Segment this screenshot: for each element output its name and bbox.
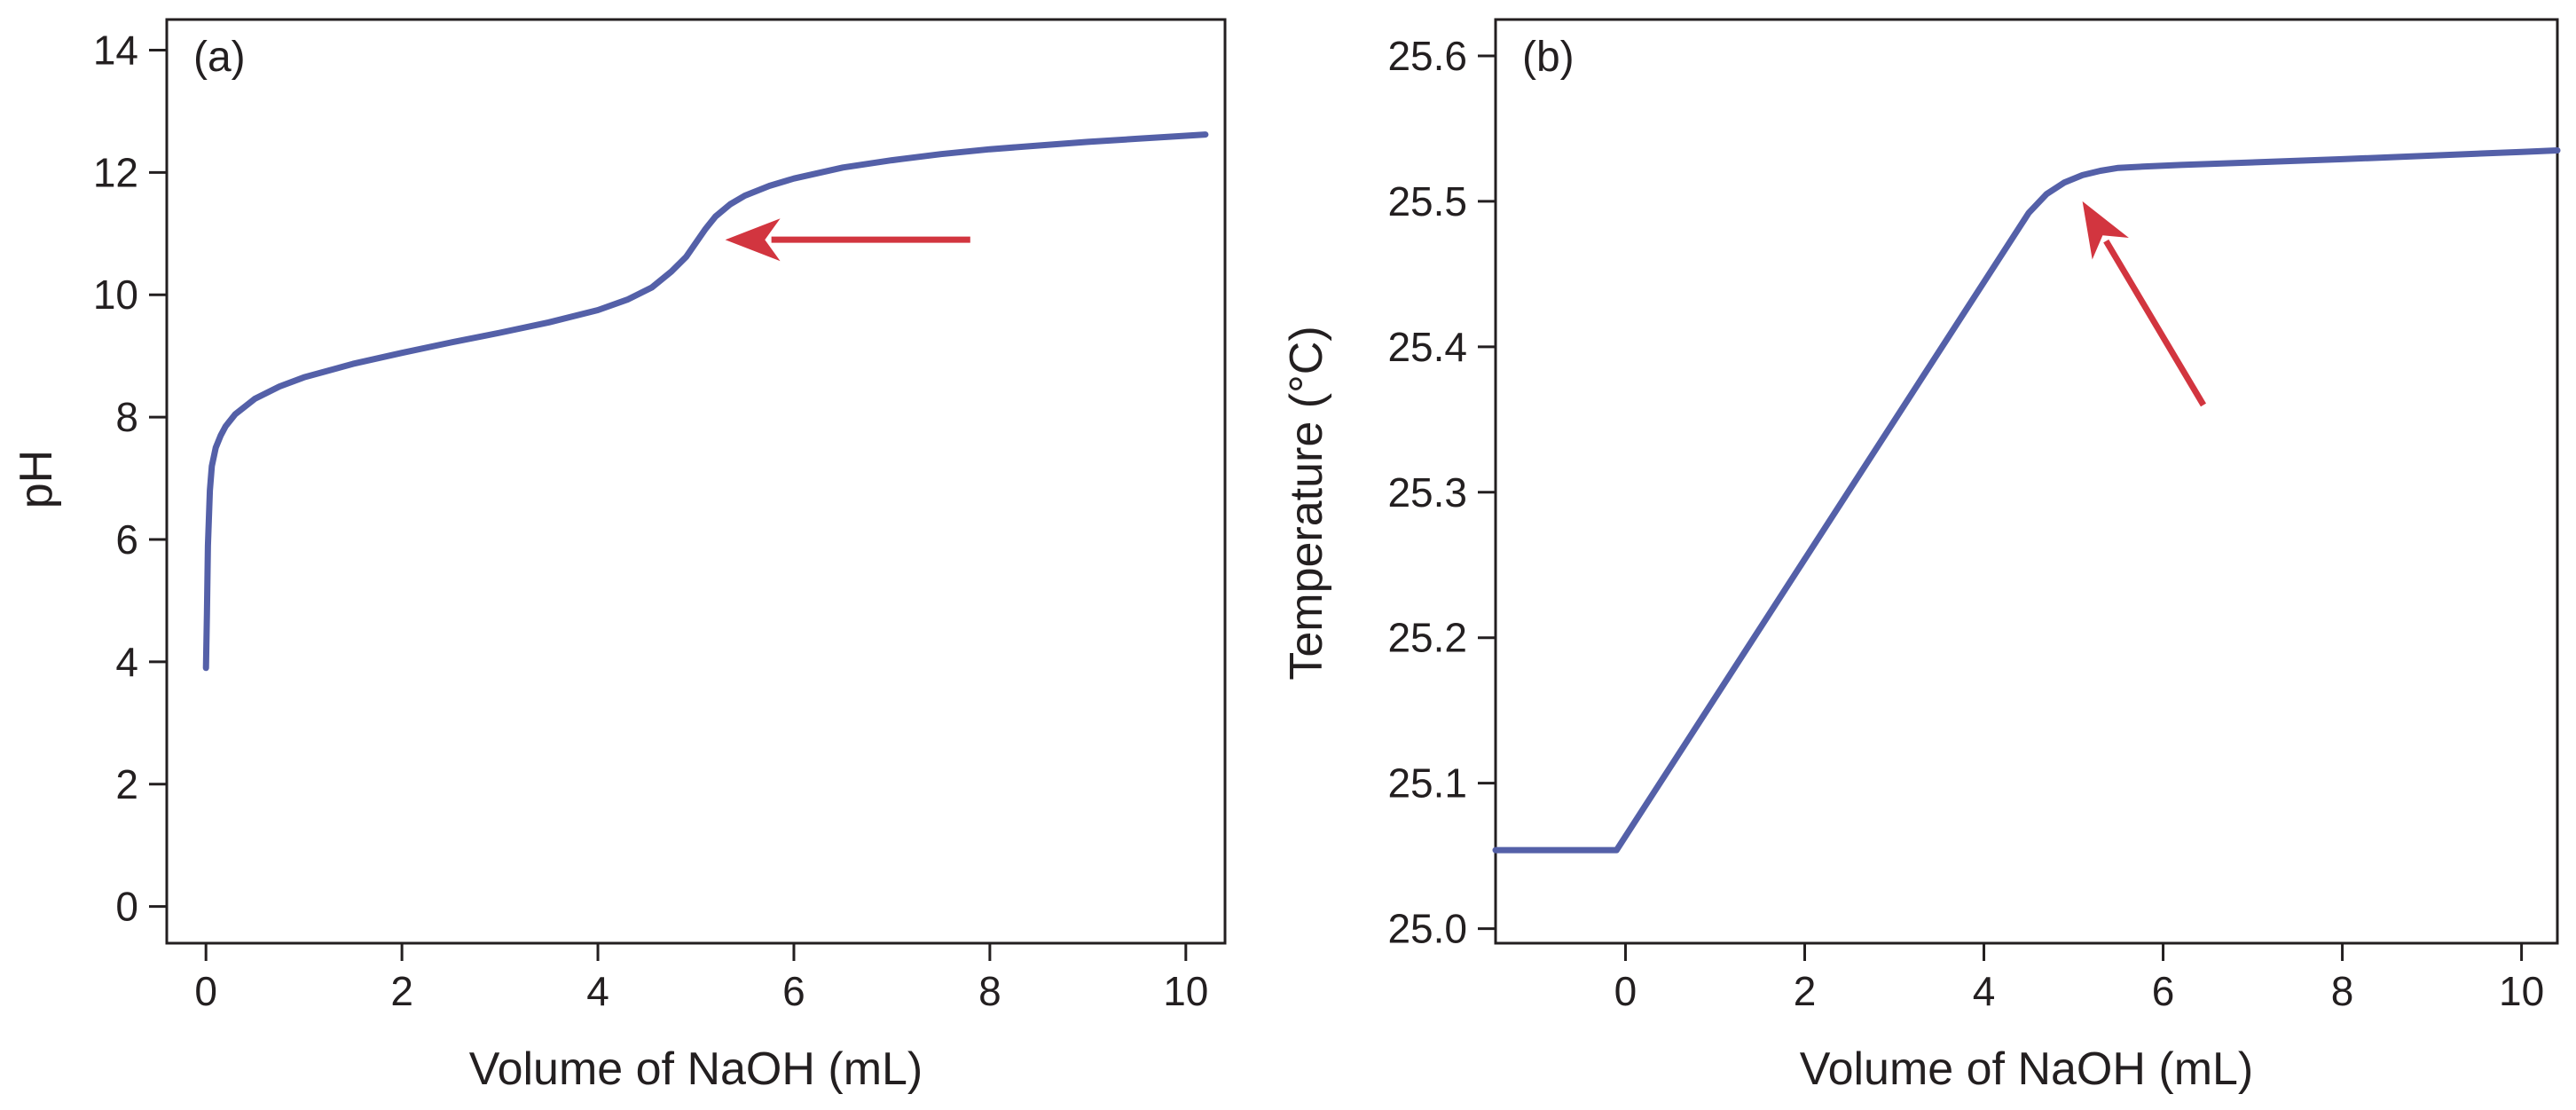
temperature-chart-panel: 0 2 4 6 8 10 25.0 25.1 25.2 25.3 25.4 25.5 25.6 Volum… xyxy=(1281,18,2561,1095)
ph-chart-panel: 0 2 4 6 8 10 0 2 4 6 8 10 12 14 Volume of NaOH (mL) pH (… xyxy=(11,18,1227,1095)
y-tick-label: 25.5 xyxy=(1387,178,1467,224)
data-series-line xyxy=(1492,147,2561,854)
y-tick-label: 25.4 xyxy=(1387,324,1467,370)
y-tick-label: 0 xyxy=(115,884,138,930)
arrow-head xyxy=(725,218,781,262)
y-tick-label: 14 xyxy=(93,27,138,73)
x-tick-label: 6 xyxy=(2152,968,2175,1014)
x-tick-label: 4 xyxy=(1973,968,1996,1014)
annotation-arrow xyxy=(725,218,970,262)
x-tick-label: 10 xyxy=(2499,968,2544,1014)
y-tick-label: 10 xyxy=(93,272,138,318)
plot-frame xyxy=(165,18,1227,945)
y-tick-label: 25.0 xyxy=(1387,906,1467,952)
y-tick-label: 25.1 xyxy=(1387,760,1467,807)
y-tick-label: 4 xyxy=(115,639,138,685)
x-axis-label: Volume of NaOH (mL) xyxy=(1800,1043,2254,1095)
arrow-shaft xyxy=(2103,239,2207,407)
panel-label: (b) xyxy=(1522,34,1575,81)
x-tick-label: 4 xyxy=(586,968,609,1014)
y-tick-label: 8 xyxy=(115,394,138,440)
x-tick-label: 2 xyxy=(390,968,413,1014)
x-tick-label: 8 xyxy=(2331,968,2354,1014)
y-axis-label: pH xyxy=(11,450,62,508)
y-tick-label: 25.3 xyxy=(1387,469,1467,516)
y-axis-label: Temperature (°C) xyxy=(1281,326,1332,680)
y-tick-label: 25.2 xyxy=(1387,615,1467,661)
x-tick-label: 10 xyxy=(1163,968,1208,1014)
x-axis-label: Volume of NaOH (mL) xyxy=(469,1043,923,1095)
annotation-arrow xyxy=(2082,201,2207,407)
data-series-line xyxy=(202,131,1209,672)
panel-label: (a) xyxy=(193,34,246,81)
x-tick-label: 0 xyxy=(194,968,217,1014)
y-tick-label: 6 xyxy=(115,516,138,563)
plot-frame xyxy=(1494,18,2559,945)
x-tick-label: 6 xyxy=(782,968,805,1014)
x-tick-label: 2 xyxy=(1794,968,1817,1014)
y-tick-label: 12 xyxy=(93,149,138,195)
y-tick-label: 2 xyxy=(115,761,138,807)
arrow-head xyxy=(2082,201,2129,260)
x-tick-label: 8 xyxy=(978,968,1001,1014)
x-tick-label: 0 xyxy=(1614,968,1637,1014)
y-tick-label: 25.6 xyxy=(1387,33,1467,79)
